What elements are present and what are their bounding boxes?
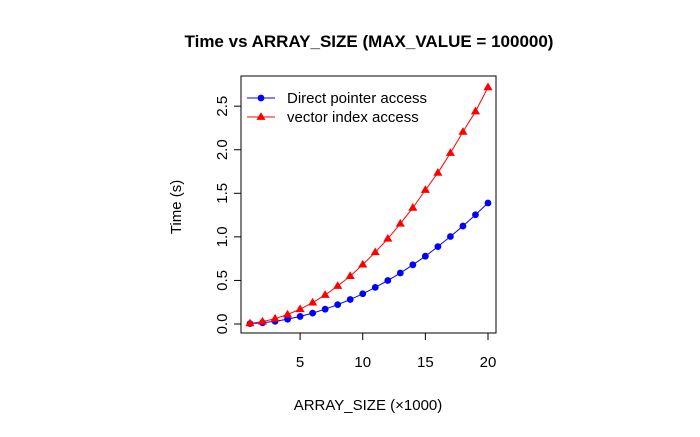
data-point-vector-index bbox=[483, 82, 493, 91]
x-tick-label: 20 bbox=[480, 354, 497, 371]
data-point-vector-index bbox=[333, 281, 343, 289]
data-point-vector-index bbox=[345, 271, 355, 279]
plot-frame bbox=[240, 75, 497, 334]
x-axis-label: ARRAY_SIZE (×1000) bbox=[294, 397, 443, 414]
x-tick-label: 10 bbox=[354, 354, 371, 371]
y-tick-label: 2.0 bbox=[214, 139, 231, 160]
data-point-direct-pointer bbox=[396, 269, 404, 277]
data-point-vector-index bbox=[433, 168, 443, 176]
data-point-vector-index bbox=[283, 309, 293, 318]
y-tick-label: 0.0 bbox=[214, 314, 231, 335]
data-point-direct-pointer bbox=[421, 252, 429, 260]
y-axis-label: Time (s) bbox=[168, 180, 185, 234]
y-tick-label: 1.5 bbox=[214, 183, 231, 204]
legend-marker-triangle bbox=[256, 112, 266, 120]
legend-label-2: vector index access bbox=[287, 109, 419, 126]
data-point-vector-index bbox=[383, 233, 393, 242]
data-point-vector-index bbox=[320, 290, 330, 298]
data-point-vector-index bbox=[395, 218, 405, 227]
data-point-vector-index bbox=[308, 297, 318, 306]
y-tick-label: 1.0 bbox=[214, 226, 231, 247]
data-point-vector-index bbox=[408, 203, 418, 211]
data-point-direct-pointer bbox=[484, 199, 492, 207]
data-point-vector-index bbox=[458, 127, 468, 135]
data-point-vector-index bbox=[358, 259, 368, 268]
series-line-1 bbox=[249, 202, 489, 325]
y-tick-label: 2.5 bbox=[214, 96, 231, 117]
legend-label-1: Direct pointer access bbox=[287, 90, 427, 107]
data-point-direct-pointer bbox=[447, 233, 454, 240]
data-point-direct-pointer bbox=[334, 301, 342, 309]
chart-title: Time vs ARRAY_SIZE (MAX_VALUE = 100000) bbox=[185, 32, 554, 51]
y-tick-label: 0.5 bbox=[214, 270, 231, 291]
data-point-direct-pointer bbox=[284, 315, 291, 323]
data-point-direct-pointer bbox=[459, 222, 467, 230]
data-point-direct-pointer bbox=[434, 243, 442, 251]
data-point-direct-pointer bbox=[321, 305, 329, 313]
legend: Direct pointer access vector index access bbox=[247, 90, 427, 126]
data-point-direct-pointer bbox=[472, 211, 479, 219]
data-point-vector-index bbox=[270, 313, 280, 322]
data-point-direct-pointer bbox=[296, 313, 304, 320]
legend-marker-circle bbox=[257, 94, 265, 102]
data-point-vector-index bbox=[370, 247, 380, 256]
data-point-vector-index bbox=[245, 318, 255, 327]
data-point-direct-pointer bbox=[384, 277, 392, 284]
data-point-vector-index bbox=[257, 316, 268, 325]
data-point-vector-index bbox=[470, 106, 481, 115]
x-tick-label: 15 bbox=[417, 354, 434, 371]
data-point-direct-pointer bbox=[309, 309, 317, 317]
data-point-vector-index bbox=[420, 185, 430, 193]
data-point-direct-pointer bbox=[409, 261, 417, 269]
series-layer bbox=[245, 82, 493, 328]
data-point-direct-pointer bbox=[359, 290, 367, 298]
data-point-vector-index bbox=[445, 148, 455, 156]
data-point-direct-pointer bbox=[346, 296, 354, 303]
y-axis: 0.0 0.5 1.0 1.5 2.0 2.5 bbox=[214, 96, 241, 335]
data-point-vector-index bbox=[295, 304, 305, 313]
x-axis: 5 10 15 20 bbox=[296, 333, 496, 371]
data-point-direct-pointer bbox=[371, 284, 379, 291]
x-tick-label: 5 bbox=[296, 354, 304, 371]
